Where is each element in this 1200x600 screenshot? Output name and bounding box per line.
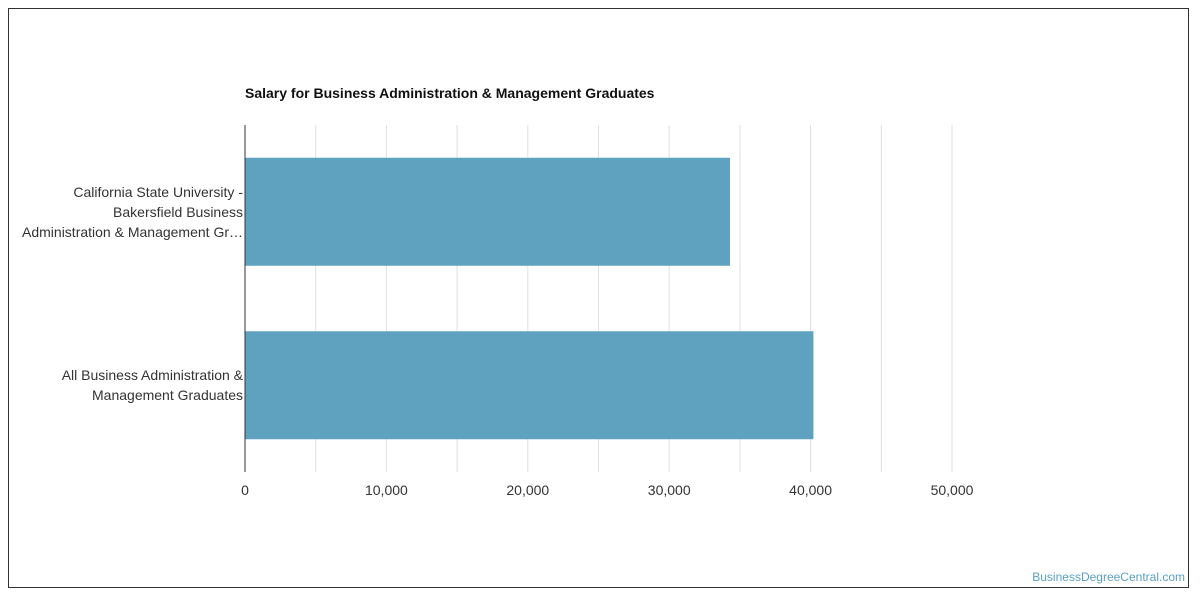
x-tick-labels: 0 10,000 20,000 30,000 40,000 50,000 xyxy=(241,482,974,498)
x-tick-label: 40,000 xyxy=(789,482,832,498)
x-tick-label: 0 xyxy=(241,482,249,498)
category-label-1: All Business Administration & Management… xyxy=(61,367,243,404)
x-tick-label: 30,000 xyxy=(648,482,691,498)
category-label-0: California State University - Bakersfiel… xyxy=(22,183,243,240)
x-tick-label: 50,000 xyxy=(931,482,974,498)
x-tick-label: 10,000 xyxy=(365,482,408,498)
bar-1[interactable] xyxy=(245,331,814,440)
chart-title: Salary for Business Administration & Man… xyxy=(245,85,655,101)
watermark[interactable]: BusinessDegreeCentral.com xyxy=(1032,570,1185,584)
bar-0[interactable] xyxy=(245,157,731,266)
x-tick-label: 20,000 xyxy=(506,482,549,498)
bars xyxy=(245,157,814,440)
